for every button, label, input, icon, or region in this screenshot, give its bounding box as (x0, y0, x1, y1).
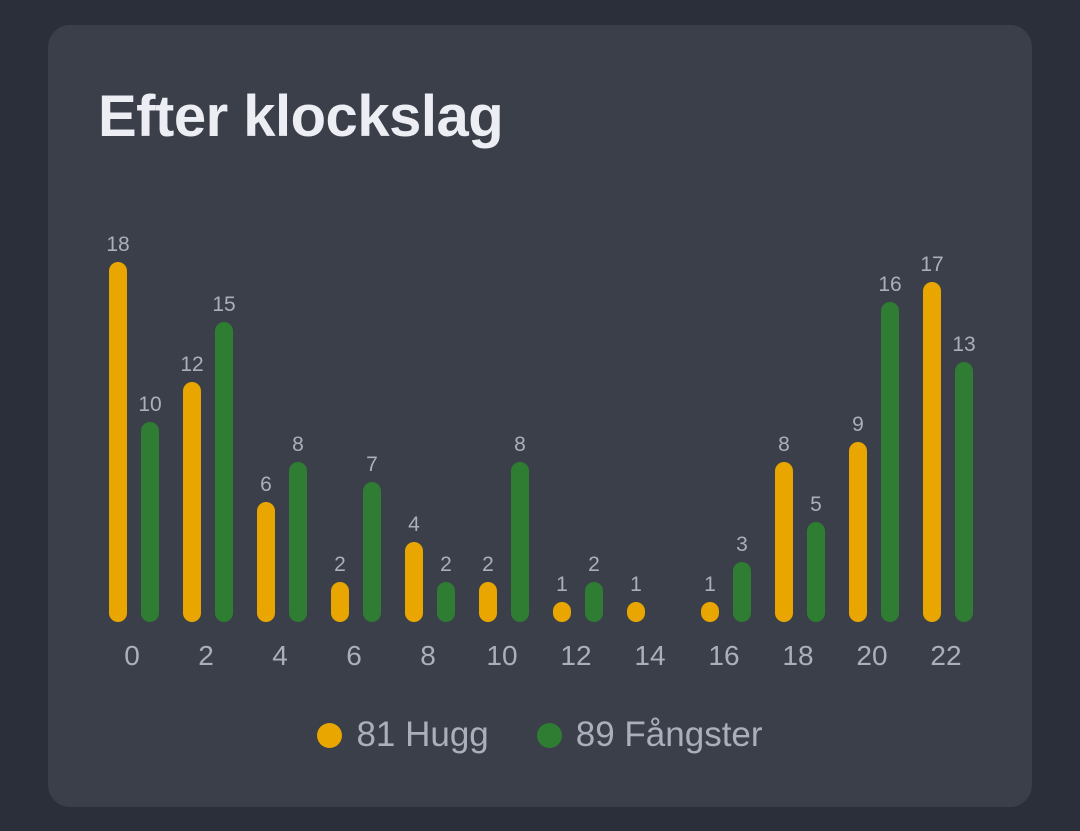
data-label-fangster-0: 10 (138, 393, 161, 416)
data-label-fangster-22: 13 (952, 333, 975, 356)
data-label-hugg-22: 17 (920, 253, 943, 276)
x-tick-2: 2 (198, 640, 214, 671)
legend-dot-hugg (317, 722, 343, 748)
legend-label-fangster: 89 Fångster (575, 715, 763, 754)
bar-hugg-18[interactable] (775, 462, 793, 622)
data-label-fangster-16: 3 (736, 533, 748, 556)
data-label-fangster-2: 15 (212, 293, 235, 316)
x-tick-0: 0 (124, 640, 140, 671)
data-label-fangster-18: 5 (810, 493, 822, 516)
data-label-hugg-10: 2 (482, 553, 494, 576)
bar-hugg-10[interactable] (479, 582, 497, 622)
data-label-hugg-16: 1 (704, 573, 716, 596)
data-label-fangster-6: 7 (366, 453, 378, 476)
bar-hugg-2[interactable] (183, 382, 201, 622)
data-label-hugg-12: 1 (556, 573, 568, 596)
x-tick-8: 8 (420, 640, 436, 671)
data-label-fangster-12: 2 (588, 553, 600, 576)
data-label-hugg-18: 8 (778, 433, 790, 456)
x-tick-20: 20 (856, 640, 887, 671)
bar-hugg-8[interactable] (405, 542, 423, 622)
legend-dot-fangster (536, 722, 562, 748)
bar-chart: 1810012152684276428281012121141316851891… (106, 233, 975, 671)
bar-fangster-10[interactable] (511, 462, 529, 622)
legend-item-fangster[interactable]: 89 Fångster (536, 715, 763, 755)
x-tick-22: 22 (930, 640, 961, 671)
bar-fangster-0[interactable] (141, 422, 159, 622)
chart-legend: 81 Hugg 89 Fångster (48, 715, 1032, 755)
legend-item-hugg[interactable]: 81 Hugg (317, 715, 489, 755)
data-label-hugg-4: 6 (260, 473, 272, 496)
bar-hugg-6[interactable] (331, 582, 349, 622)
x-tick-6: 6 (346, 640, 362, 671)
bar-hugg-4[interactable] (257, 502, 275, 622)
bar-hugg-12[interactable] (553, 602, 571, 622)
data-label-hugg-8: 4 (408, 513, 420, 536)
data-label-fangster-20: 16 (878, 273, 901, 296)
bar-fangster-22[interactable] (955, 362, 973, 622)
x-tick-14: 14 (634, 640, 665, 671)
data-label-hugg-6: 2 (334, 553, 346, 576)
bar-fangster-16[interactable] (733, 562, 751, 622)
data-label-fangster-10: 8 (514, 433, 526, 456)
bar-fangster-4[interactable] (289, 462, 307, 622)
x-tick-4: 4 (272, 640, 288, 671)
data-label-fangster-4: 8 (292, 433, 304, 456)
bar-fangster-6[interactable] (363, 482, 381, 622)
data-label-hugg-14: 1 (630, 573, 642, 596)
x-tick-10: 10 (486, 640, 517, 671)
bar-hugg-16[interactable] (701, 602, 719, 622)
bar-hugg-20[interactable] (849, 442, 867, 622)
legend-label-hugg: 81 Hugg (356, 715, 489, 754)
bar-fangster-20[interactable] (881, 302, 899, 622)
bar-fangster-8[interactable] (437, 582, 455, 622)
data-label-fangster-8: 2 (440, 553, 452, 576)
data-label-hugg-20: 9 (852, 413, 864, 436)
data-label-hugg-0: 18 (106, 233, 129, 256)
data-label-hugg-2: 12 (180, 353, 203, 376)
x-tick-12: 12 (560, 640, 591, 671)
x-tick-16: 16 (708, 640, 739, 671)
bar-fangster-12[interactable] (585, 582, 603, 622)
bar-hugg-0[interactable] (109, 262, 127, 622)
x-tick-18: 18 (782, 640, 813, 671)
bar-fangster-2[interactable] (215, 322, 233, 622)
bar-fangster-18[interactable] (807, 522, 825, 622)
bar-hugg-22[interactable] (923, 282, 941, 622)
card-title: Efter klockslag (98, 84, 504, 149)
chart-card: Efter klockslag 18 10 0 12 15 2 6 8 4 2 7 6 4 2 8 2 8 10 1… (48, 25, 1032, 807)
bar-hugg-14[interactable] (627, 602, 645, 622)
